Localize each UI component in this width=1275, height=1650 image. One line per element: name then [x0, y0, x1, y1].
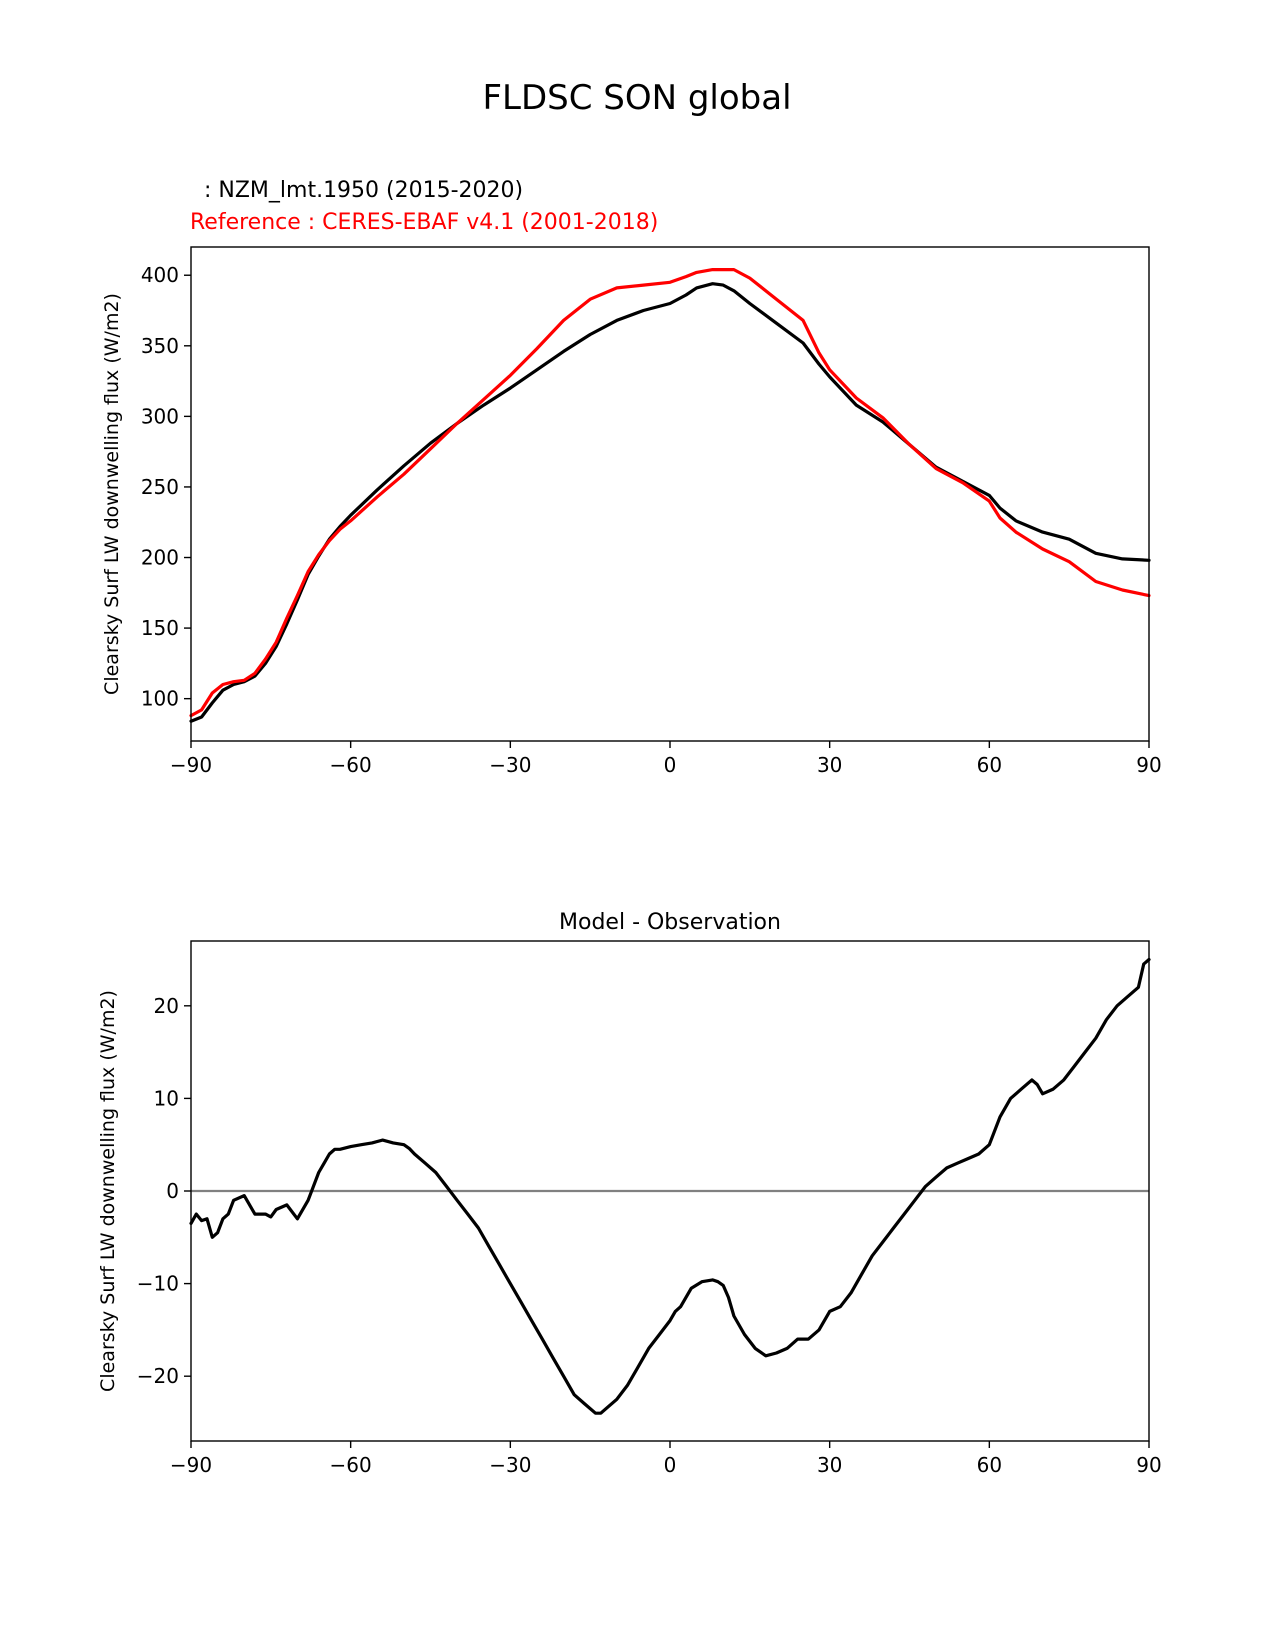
x-tick-label: −90 — [170, 1453, 212, 1477]
figure-title: FLDSC SON global — [482, 78, 791, 118]
y-tick-label: −10 — [137, 1272, 179, 1296]
axes-frame — [190, 246, 1150, 742]
series-line-1 — [189, 268, 1151, 718]
x-tick-label: 0 — [664, 1453, 677, 1477]
x-tick-label: 90 — [1136, 753, 1161, 777]
reference-label: Reference : CERES-EBAF v4.1 (2001-2018) — [190, 210, 658, 235]
subplot-title: Model - Observation — [559, 910, 781, 935]
x-tick-label: 0 — [664, 753, 677, 777]
series-line-0 — [189, 282, 1151, 723]
top-panel: −90 −60 −30 0 30 60 90 100 150 200 250 300 350 400 Cle… — [101, 246, 1162, 777]
y-tick-label: 20 — [154, 994, 179, 1018]
y-tick-label: 300 — [141, 404, 179, 428]
x-tick-label: 30 — [817, 1453, 842, 1477]
bottom-panel: Model - Observation −90 −60 −30 0 30 60 90 −20 −1… — [97, 910, 1162, 1477]
y-tick-label: 400 — [141, 263, 179, 287]
x-tick-label: 30 — [817, 753, 842, 777]
y-tick-label: 100 — [141, 687, 179, 711]
y-axis-label: Clearsky Surf LW downwelling flux (W/m2) — [101, 293, 123, 695]
y-tick-label: 350 — [141, 334, 179, 358]
y-tick-label: 0 — [166, 1179, 179, 1203]
x-tick-label: 60 — [977, 753, 1002, 777]
y-tick-label: 200 — [141, 546, 179, 570]
y-tick-label: −20 — [137, 1364, 179, 1388]
y-tick-label: 250 — [141, 475, 179, 499]
x-tick-label: −60 — [330, 753, 372, 777]
model-label: : NZM_lmt.1950 (2015-2020) — [190, 178, 523, 203]
y-tick-label: 150 — [141, 616, 179, 640]
x-tick-label: −60 — [330, 1453, 372, 1477]
y-axis-label: Clearsky Surf LW downwelling flux (W/m2) — [97, 990, 119, 1392]
x-tick-label: −30 — [489, 1453, 531, 1477]
x-tick-label: 60 — [977, 1453, 1002, 1477]
y-tick-label: 10 — [154, 1086, 179, 1110]
series-line-0 — [189, 957, 1151, 1415]
x-tick-label: 90 — [1136, 1453, 1161, 1477]
x-tick-label: −90 — [170, 753, 212, 777]
x-tick-label: −30 — [489, 753, 531, 777]
